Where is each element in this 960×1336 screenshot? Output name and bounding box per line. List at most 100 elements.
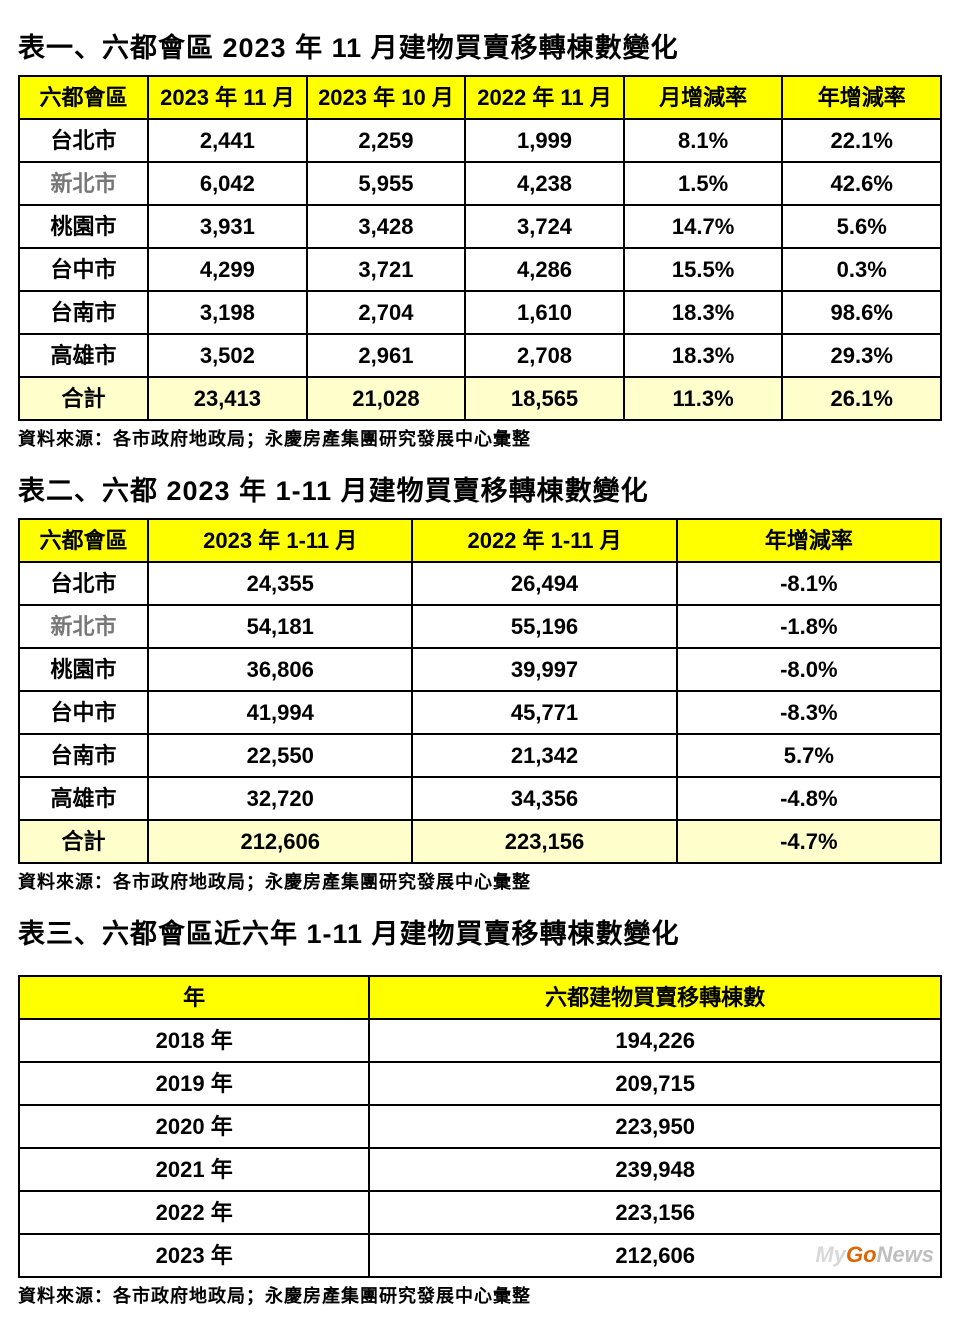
table-cell: 3,502 bbox=[148, 334, 307, 377]
row-label: 台中市 bbox=[19, 691, 148, 734]
table3-source: 資料來源：各市政府地政局；永慶房產集團研究發展中心彙整 bbox=[18, 1282, 942, 1308]
table-cell: 223,156 bbox=[369, 1191, 941, 1234]
table-row: 台中市4,2993,7214,28615.5%0.3% bbox=[19, 248, 941, 291]
table3-col1: 六都建物買賣移轉棟數 bbox=[369, 976, 941, 1019]
table-row: 新北市6,0425,9554,2381.5%42.6% bbox=[19, 162, 941, 205]
table-cell: 6,042 bbox=[148, 162, 307, 205]
table-cell: 3,721 bbox=[307, 248, 466, 291]
table-row: 台北市24,35526,494-8.1% bbox=[19, 562, 941, 605]
row-label: 新北市 bbox=[19, 162, 148, 205]
row-label: 高雄市 bbox=[19, 334, 148, 377]
table1-title: 表一、六都會區 2023 年 11 月建物買賣移轉棟數變化 bbox=[18, 26, 942, 65]
table-cell: 24,355 bbox=[148, 562, 412, 605]
table-cell: 34,356 bbox=[412, 777, 676, 820]
total-cell: -4.7% bbox=[677, 820, 941, 863]
table-cell: 45,771 bbox=[412, 691, 676, 734]
row-label: 台北市 bbox=[19, 119, 148, 162]
table1-col1: 2023 年 11 月 bbox=[148, 76, 307, 119]
table-cell: 5,955 bbox=[307, 162, 466, 205]
watermark-news: News bbox=[877, 1242, 934, 1267]
table3-title: 表三、六都會區近六年 1-11 月建物買賣移轉棟數變化 bbox=[18, 912, 942, 951]
table-cell: 4,238 bbox=[465, 162, 624, 205]
table-cell: 5.6% bbox=[782, 205, 941, 248]
row-label: 2019 年 bbox=[19, 1062, 369, 1105]
table-cell: -1.8% bbox=[677, 605, 941, 648]
watermark-my: My bbox=[815, 1242, 846, 1267]
table-cell: 1,610 bbox=[465, 291, 624, 334]
table-cell: 54,181 bbox=[148, 605, 412, 648]
table1-col5: 年增減率 bbox=[782, 76, 941, 119]
table-cell: 18.3% bbox=[624, 334, 783, 377]
table2-col3: 年增減率 bbox=[677, 519, 941, 562]
table2-title: 表二、六都 2023 年 1-11 月建物買賣移轉棟數變化 bbox=[18, 469, 942, 508]
total-cell: 23,413 bbox=[148, 377, 307, 420]
total-label: 合計 bbox=[19, 820, 148, 863]
table1-header-row: 六都會區 2023 年 11 月 2023 年 10 月 2022 年 11 月… bbox=[19, 76, 941, 119]
table-row: 2019 年209,715 bbox=[19, 1062, 941, 1105]
table-row: 2022 年223,156 bbox=[19, 1191, 941, 1234]
table-cell: -8.0% bbox=[677, 648, 941, 691]
row-label: 2018 年 bbox=[19, 1019, 369, 1062]
table-cell: 42.6% bbox=[782, 162, 941, 205]
table-cell: 1.5% bbox=[624, 162, 783, 205]
table-cell: 239,948 bbox=[369, 1148, 941, 1191]
row-label: 台南市 bbox=[19, 291, 148, 334]
table-cell: 3,198 bbox=[148, 291, 307, 334]
table2-header-row: 六都會區 2023 年 1-11 月 2022 年 1-11 月 年增減率 bbox=[19, 519, 941, 562]
table2: 六都會區 2023 年 1-11 月 2022 年 1-11 月 年增減率 台北… bbox=[18, 518, 942, 864]
table-cell: 14.7% bbox=[624, 205, 783, 248]
total-cell: 212,606 bbox=[148, 820, 412, 863]
table-cell: 2,441 bbox=[148, 119, 307, 162]
total-cell: 18,565 bbox=[465, 377, 624, 420]
table-cell: 2,708 bbox=[465, 334, 624, 377]
total-row: 合計23,41321,02818,56511.3%26.1% bbox=[19, 377, 941, 420]
table-cell: 1,999 bbox=[465, 119, 624, 162]
row-label: 台中市 bbox=[19, 248, 148, 291]
table-cell: 39,997 bbox=[412, 648, 676, 691]
table-cell: 194,226 bbox=[369, 1019, 941, 1062]
table-row: 台中市41,99445,771-8.3% bbox=[19, 691, 941, 734]
row-label: 2022 年 bbox=[19, 1191, 369, 1234]
table-row: 桃園市3,9313,4283,72414.7%5.6% bbox=[19, 205, 941, 248]
table1-col4: 月增減率 bbox=[624, 76, 783, 119]
row-label: 2023 年 bbox=[19, 1234, 369, 1277]
table-row: 新北市54,18155,196-1.8% bbox=[19, 605, 941, 648]
total-cell: 21,028 bbox=[307, 377, 466, 420]
table-cell: 4,299 bbox=[148, 248, 307, 291]
row-label: 台南市 bbox=[19, 734, 148, 777]
table-cell: 4,286 bbox=[465, 248, 624, 291]
table3: 年 六都建物買賣移轉棟數 2018 年194,2262019 年209,7152… bbox=[18, 975, 942, 1278]
table-cell: -8.1% bbox=[677, 562, 941, 605]
table-cell: 15.5% bbox=[624, 248, 783, 291]
table-cell: 18.3% bbox=[624, 291, 783, 334]
watermark-go: Go bbox=[846, 1242, 877, 1267]
table-cell: 2,259 bbox=[307, 119, 466, 162]
total-cell: 223,156 bbox=[412, 820, 676, 863]
table-cell: 55,196 bbox=[412, 605, 676, 648]
row-label: 2021 年 bbox=[19, 1148, 369, 1191]
table1-col3: 2022 年 11 月 bbox=[465, 76, 624, 119]
table-row: 高雄市3,5022,9612,70818.3%29.3% bbox=[19, 334, 941, 377]
table-cell: 22.1% bbox=[782, 119, 941, 162]
table-row: 2020 年223,950 bbox=[19, 1105, 941, 1148]
total-label: 合計 bbox=[19, 377, 148, 420]
total-cell: 26.1% bbox=[782, 377, 941, 420]
table-row: 2018 年194,226 bbox=[19, 1019, 941, 1062]
row-label: 桃園市 bbox=[19, 205, 148, 248]
table-cell: 2,704 bbox=[307, 291, 466, 334]
table-cell: 98.6% bbox=[782, 291, 941, 334]
table-row: 台北市2,4412,2591,9998.1%22.1% bbox=[19, 119, 941, 162]
table-cell: 41,994 bbox=[148, 691, 412, 734]
table-row: 台南市22,55021,3425.7% bbox=[19, 734, 941, 777]
table-cell: 3,724 bbox=[465, 205, 624, 248]
table-row: 桃園市36,80639,997-8.0% bbox=[19, 648, 941, 691]
total-cell: 11.3% bbox=[624, 377, 783, 420]
table-row: 2023 年212,606 bbox=[19, 1234, 941, 1277]
table3-header-row: 年 六都建物買賣移轉棟數 bbox=[19, 976, 941, 1019]
table1-col2: 2023 年 10 月 bbox=[307, 76, 466, 119]
watermark-logo: MyGoNews bbox=[815, 1242, 934, 1268]
table2-source: 資料來源：各市政府地政局；永慶房產集團研究發展中心彙整 bbox=[18, 868, 942, 894]
table1: 六都會區 2023 年 11 月 2023 年 10 月 2022 年 11 月… bbox=[18, 75, 942, 421]
table1-source: 資料來源：各市政府地政局；永慶房產集團研究發展中心彙整 bbox=[18, 425, 942, 451]
table-cell: -8.3% bbox=[677, 691, 941, 734]
